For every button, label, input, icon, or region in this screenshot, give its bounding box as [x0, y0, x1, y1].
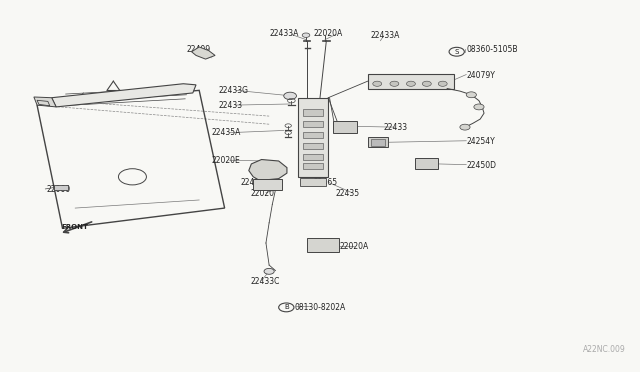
Text: 22433G: 22433G — [218, 86, 248, 95]
Circle shape — [284, 92, 296, 100]
Polygon shape — [52, 84, 196, 107]
Text: 22435: 22435 — [336, 189, 360, 198]
Text: S: S — [454, 49, 459, 55]
Bar — [371, 138, 385, 146]
Circle shape — [474, 104, 484, 110]
Bar — [303, 109, 323, 116]
Polygon shape — [249, 160, 287, 180]
Polygon shape — [191, 47, 215, 59]
Text: 22433A: 22433A — [371, 31, 400, 40]
Bar — [300, 178, 326, 186]
Bar — [303, 154, 323, 160]
Text: 22020A: 22020A — [339, 242, 369, 251]
Bar — [298, 98, 328, 177]
Text: 24079Y: 24079Y — [467, 71, 495, 80]
Polygon shape — [34, 97, 56, 107]
Text: 22020A: 22020A — [314, 29, 343, 38]
Text: 22409: 22409 — [186, 45, 211, 54]
Text: 22060: 22060 — [47, 185, 70, 194]
Text: 22401: 22401 — [241, 178, 264, 187]
Circle shape — [406, 81, 415, 86]
Text: 22433C: 22433C — [250, 277, 280, 286]
Text: 22450D: 22450D — [467, 161, 496, 170]
Bar — [333, 121, 357, 133]
Text: FRONT: FRONT — [61, 224, 89, 230]
Circle shape — [460, 124, 470, 130]
Circle shape — [302, 33, 310, 38]
Bar — [303, 142, 323, 149]
Bar — [307, 238, 339, 252]
Text: 22020E: 22020E — [212, 156, 241, 165]
Text: 22465: 22465 — [314, 178, 338, 187]
Bar — [303, 132, 323, 138]
Text: 08360-5105B: 08360-5105B — [467, 45, 518, 54]
Text: 22433A: 22433A — [269, 29, 298, 38]
Circle shape — [390, 81, 399, 86]
Text: 22433: 22433 — [383, 123, 408, 132]
Bar — [303, 163, 323, 170]
Text: 08130-8202A: 08130-8202A — [294, 303, 346, 312]
Bar — [54, 185, 68, 190]
Bar — [415, 158, 438, 170]
Text: A22NC.009: A22NC.009 — [582, 346, 625, 355]
Bar — [303, 121, 323, 127]
Circle shape — [372, 81, 381, 86]
Circle shape — [422, 81, 431, 86]
Bar — [368, 137, 388, 147]
Text: 22020: 22020 — [250, 189, 274, 198]
Text: 24254Y: 24254Y — [467, 137, 495, 146]
Circle shape — [467, 92, 476, 98]
Circle shape — [438, 81, 447, 86]
Text: B: B — [284, 304, 289, 310]
Bar — [253, 179, 282, 190]
Bar — [368, 74, 454, 89]
Circle shape — [264, 268, 274, 274]
Text: 22435A: 22435A — [212, 128, 241, 137]
Text: 22433: 22433 — [218, 100, 243, 110]
